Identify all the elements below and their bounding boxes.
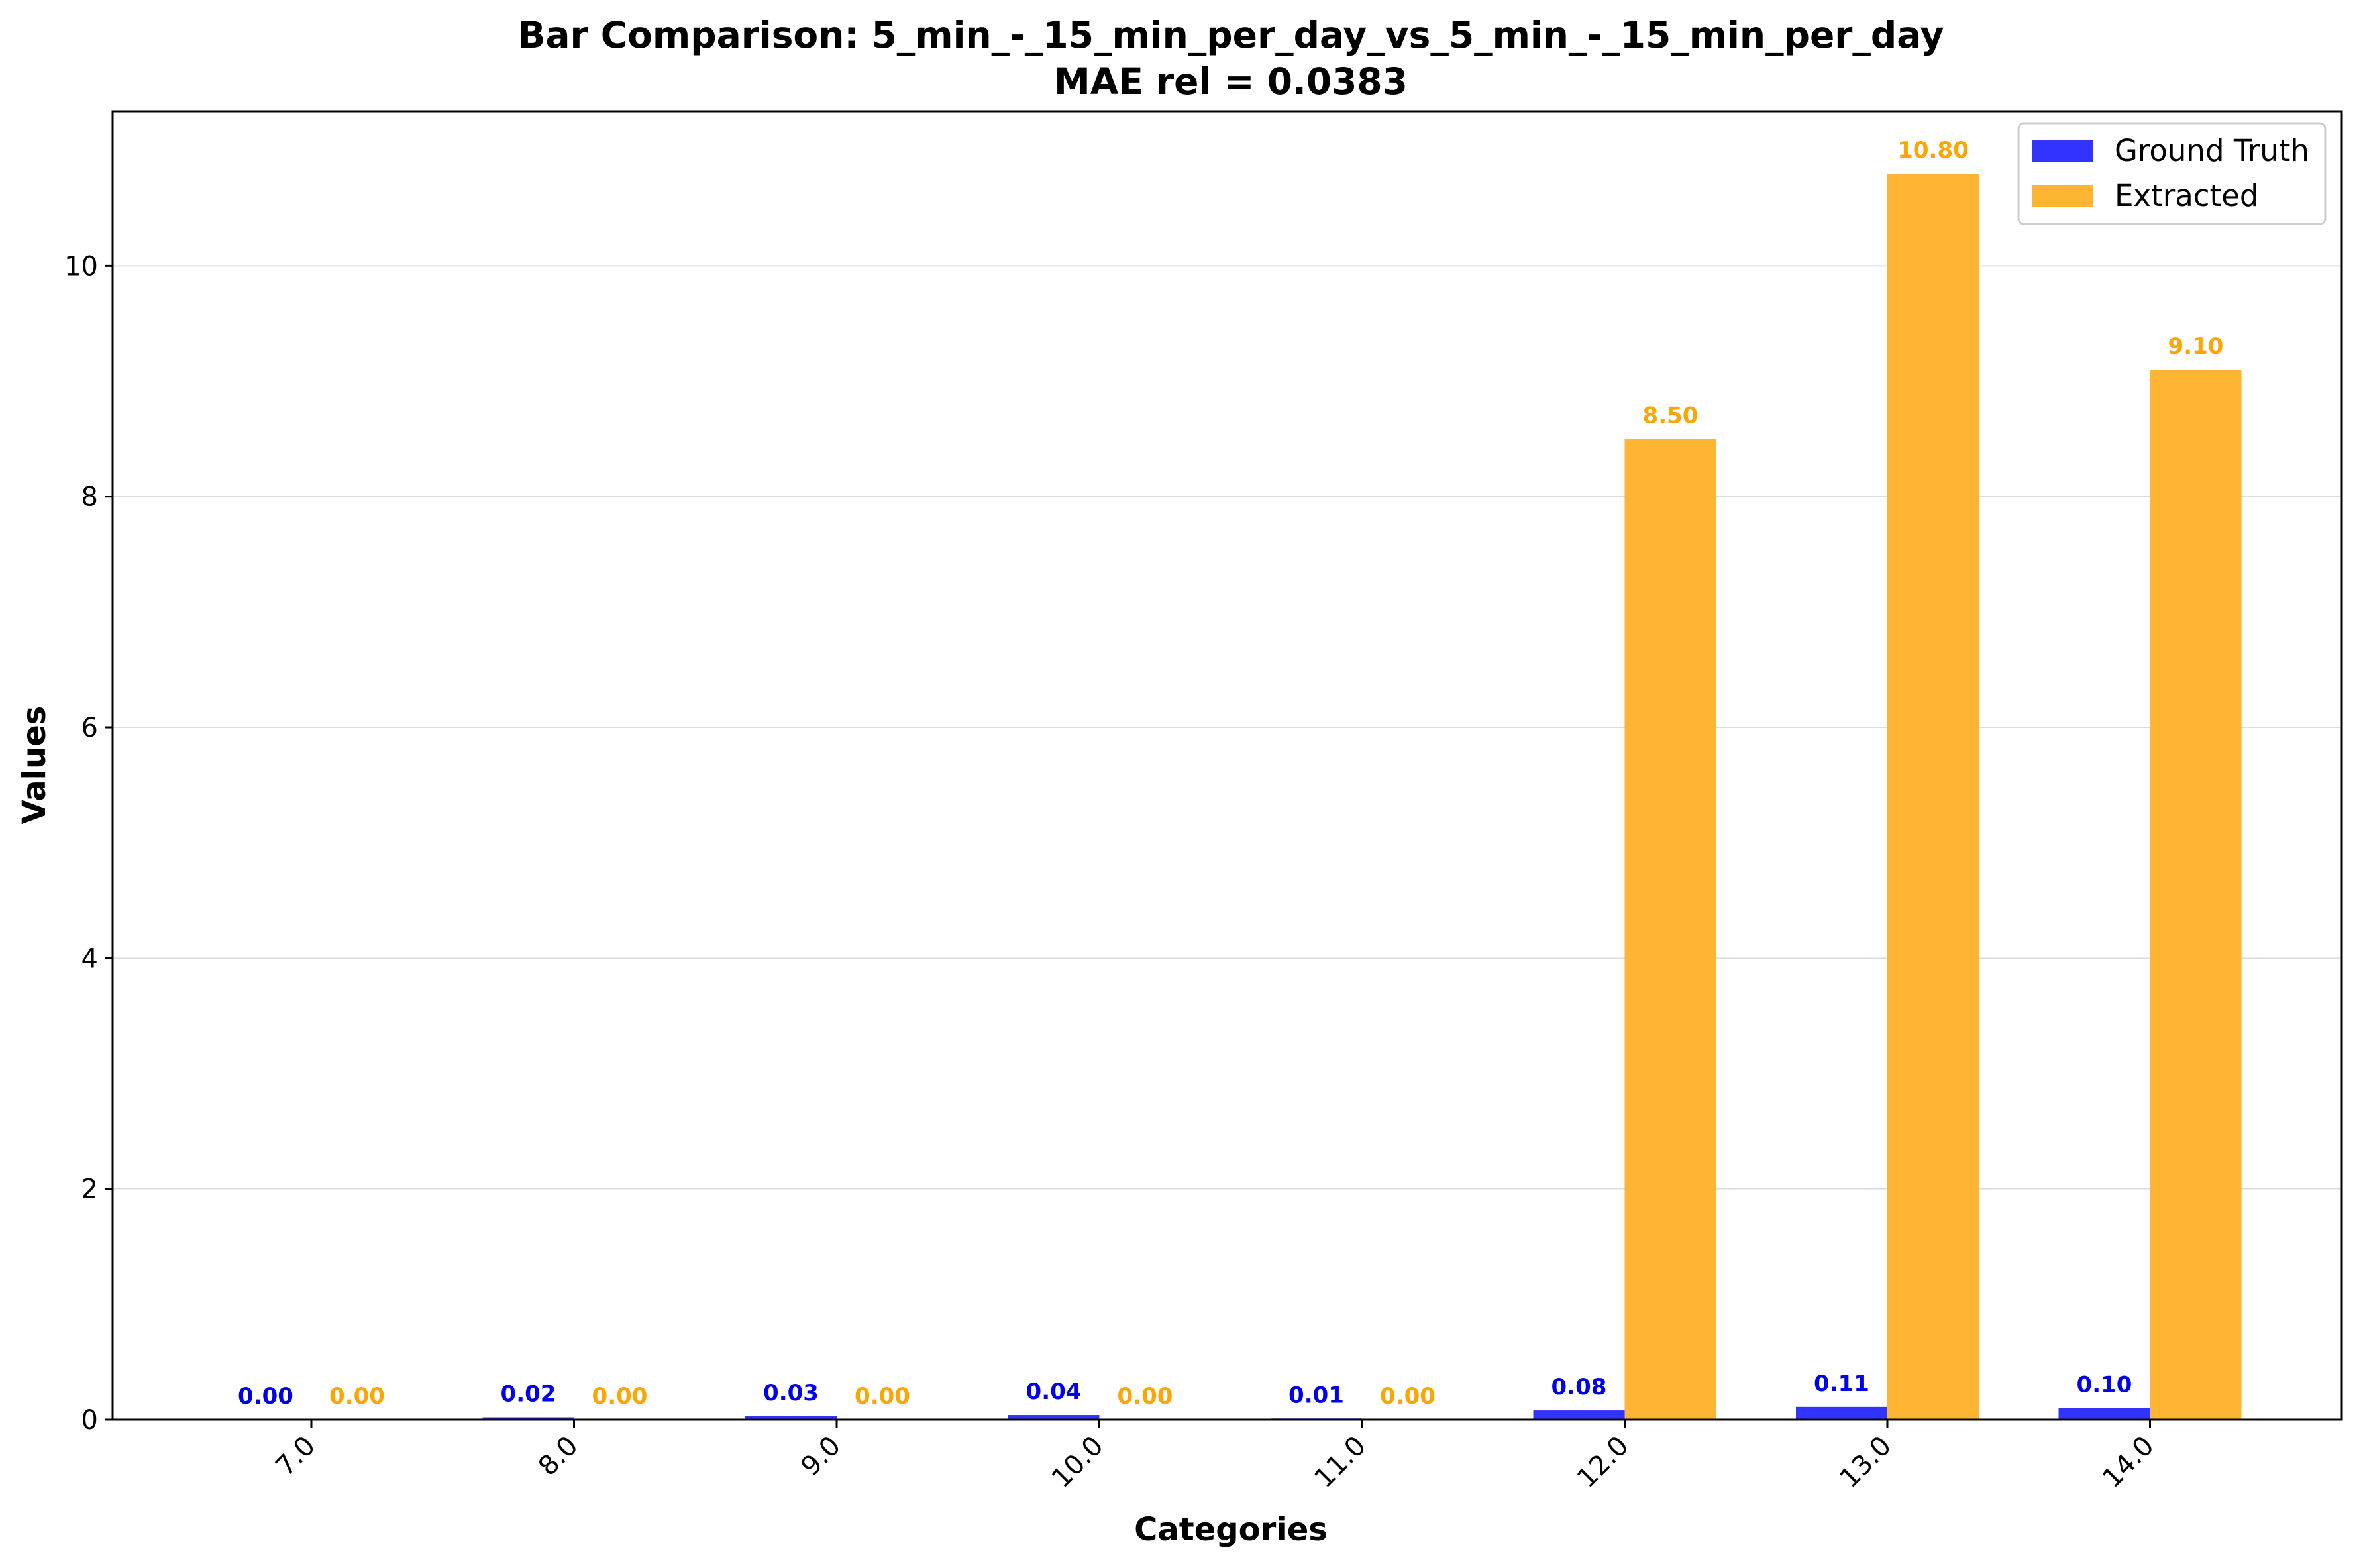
y-tick-label: 4 [81,943,98,974]
bars [482,174,2242,1420]
bar-extracted [1887,174,1979,1420]
y-axis: 0 2 4 6 8 10 [64,251,113,1436]
plot-frame [111,110,2343,1421]
value-label-ground-truth: 0.10 [2077,1372,2132,1398]
bar-extracted [1624,439,1716,1420]
y-tick-label: 10 [64,251,98,282]
bar-ground-truth [1008,1415,1100,1420]
legend-swatch-ground-truth [2032,140,2093,162]
bar-ground-truth [1533,1410,1625,1420]
bar-ground-truth [1796,1406,1887,1420]
legend-swatch-extracted [2032,185,2093,207]
value-label-extracted: 10.80 [1897,137,1969,164]
bar-ground-truth [745,1416,837,1420]
value-label-ground-truth: 0.01 [1288,1382,1344,1408]
value-label-ground-truth: 0.03 [763,1380,819,1406]
value-label-ground-truth: 0.08 [1551,1374,1607,1400]
y-tick-label: 8 [81,482,98,513]
bar-ground-truth [482,1417,574,1420]
legend: Ground Truth Extracted [2017,122,2327,225]
value-label-ground-truth: 0.04 [1026,1379,1082,1405]
value-label-extracted: 0.00 [329,1383,385,1410]
value-label-ground-truth: 0.11 [1814,1371,1869,1397]
value-label-ground-truth: 0.00 [238,1383,293,1410]
y-tick-label: 2 [81,1175,98,1205]
value-label-ground-truth: 0.02 [501,1381,556,1408]
legend-box [2017,122,2327,225]
chart-title: Bar Comparison: 5_min_-_15_min_per_day_v… [517,14,1944,56]
value-label-extracted: 8.50 [1643,403,1699,429]
value-label-extracted: 0.00 [855,1383,910,1410]
value-label-extracted: 9.10 [2168,333,2224,360]
legend-label-ground-truth: Ground Truth [2115,133,2309,168]
x-axis-label: Categories [1134,1511,1328,1548]
y-axis-label: Values [16,706,53,825]
bar-extracted [2150,370,2242,1420]
value-labels: 0.00 0.02 0.03 0.04 0.01 0.08 0.11 0.10 0.00 0.00… [238,137,2223,1410]
value-label-extracted: 0.00 [1380,1383,1436,1410]
chart-subtitle: MAE rel = 0.0383 [1054,60,1408,103]
y-tick-label: 6 [81,713,98,743]
value-label-extracted: 0.00 [592,1383,648,1410]
bar-ground-truth [2058,1408,2150,1420]
value-label-extracted: 0.00 [1118,1383,1173,1410]
y-tick-label: 0 [81,1405,98,1436]
legend-label-extracted: Extracted [2115,178,2258,213]
